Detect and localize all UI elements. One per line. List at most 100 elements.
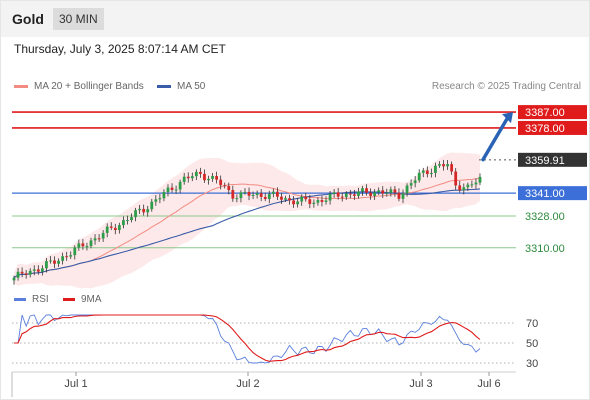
candle-body bbox=[361, 188, 364, 192]
candle-body bbox=[267, 193, 271, 200]
candle-body bbox=[28, 270, 32, 275]
candle-body bbox=[409, 183, 413, 186]
header-bar: Gold 30 MIN bbox=[1, 1, 589, 37]
candle-body bbox=[251, 194, 255, 196]
candle-body bbox=[316, 199, 320, 203]
candle-body bbox=[199, 171, 202, 174]
candle-body bbox=[150, 201, 154, 210]
price-label-bg-3359.91 bbox=[518, 152, 587, 167]
candle-body bbox=[186, 176, 190, 179]
candle-body bbox=[336, 192, 340, 197]
candle-body bbox=[81, 243, 85, 247]
candle-body bbox=[438, 164, 441, 166]
candle-body bbox=[284, 198, 287, 200]
candle-body bbox=[170, 187, 174, 190]
candle-body bbox=[24, 273, 28, 275]
price-label-3328.00: 3328.00 bbox=[525, 211, 565, 223]
candle-body bbox=[292, 200, 295, 205]
price-label-3359.91: 3359.91 bbox=[525, 155, 565, 167]
candle-body bbox=[203, 173, 206, 181]
candle-body bbox=[166, 187, 170, 192]
projection-arrow-head bbox=[502, 112, 513, 124]
candle-body bbox=[462, 187, 466, 191]
candle-body bbox=[474, 182, 478, 185]
candle-body bbox=[109, 226, 113, 228]
candle-body bbox=[344, 193, 348, 198]
candle-body bbox=[442, 164, 445, 167]
candle-body bbox=[97, 238, 101, 240]
candle-body bbox=[194, 171, 198, 177]
candle-body bbox=[211, 176, 214, 179]
price-label-3378.00: 3378.00 bbox=[525, 123, 565, 135]
legend-ma20: MA 20 + Bollinger Bands bbox=[14, 81, 144, 92]
candle-body bbox=[207, 178, 210, 181]
candle-body bbox=[288, 198, 291, 201]
candle-body bbox=[231, 190, 235, 199]
projection-arrow bbox=[481, 115, 510, 162]
candle-body bbox=[215, 176, 219, 180]
candle-body bbox=[40, 268, 44, 272]
timestamp: Thursday, July 3, 2025 8:07:14 AM CET bbox=[14, 42, 226, 56]
legend-rsi-ma: 9MA bbox=[63, 294, 102, 305]
price-label-3310.00: 3310.00 bbox=[525, 243, 565, 255]
ma50-swatch bbox=[157, 84, 171, 88]
candle-body bbox=[146, 209, 150, 213]
candle-body bbox=[65, 256, 69, 258]
candle-body bbox=[328, 193, 332, 201]
x-tick-label-Jul 3: Jul 3 bbox=[409, 378, 432, 390]
rsi-tick-label-50: 50 bbox=[526, 338, 538, 350]
candle-body bbox=[389, 189, 393, 193]
rsi-swatch bbox=[14, 297, 26, 301]
candle-body bbox=[324, 200, 328, 202]
candle-body bbox=[417, 172, 421, 181]
candle-body bbox=[239, 192, 243, 199]
candle-body bbox=[20, 271, 24, 274]
candle-body bbox=[130, 217, 133, 221]
rsi-ma-line bbox=[14, 314, 481, 362]
candle-body bbox=[69, 255, 73, 257]
candle-body bbox=[357, 191, 360, 196]
candle-body bbox=[85, 246, 89, 248]
candle-body bbox=[271, 191, 275, 194]
candle-body bbox=[434, 165, 437, 173]
candle-body bbox=[174, 189, 178, 191]
candle-body bbox=[263, 196, 267, 200]
candle-body bbox=[255, 193, 259, 195]
candle-body bbox=[405, 185, 409, 194]
candle-body bbox=[413, 180, 417, 184]
candle-body bbox=[429, 172, 433, 174]
candle-body bbox=[340, 196, 344, 198]
candle-body bbox=[348, 193, 352, 195]
candle-body bbox=[377, 190, 381, 193]
candle-body bbox=[466, 184, 470, 188]
candle-body bbox=[478, 176, 482, 183]
candle-body bbox=[365, 188, 368, 193]
rsi-legend-label: RSI bbox=[32, 294, 49, 305]
timeframe-badge[interactable]: 30 MIN bbox=[53, 8, 104, 30]
candle-body bbox=[117, 225, 121, 231]
candle-body bbox=[134, 210, 137, 218]
candle-body bbox=[57, 260, 60, 264]
candle-body bbox=[182, 176, 186, 182]
candle-body bbox=[385, 192, 389, 194]
candle-body bbox=[352, 194, 356, 196]
candle-body bbox=[113, 227, 117, 231]
ma20-swatch bbox=[14, 84, 28, 88]
candle-body bbox=[300, 196, 304, 202]
rsi-line bbox=[14, 314, 481, 364]
candle-body bbox=[154, 199, 158, 202]
candle-body bbox=[393, 189, 397, 193]
ma50-legend-label: MA 50 bbox=[177, 81, 206, 92]
candle-body bbox=[369, 192, 372, 196]
candle-body bbox=[454, 171, 458, 186]
candle-body bbox=[227, 186, 231, 191]
symbol-title: Gold bbox=[12, 11, 44, 27]
candle-body bbox=[105, 226, 109, 233]
legend-rsi: RSI bbox=[14, 294, 49, 305]
candle-body bbox=[450, 164, 454, 172]
price-label-3387.00: 3387.00 bbox=[525, 107, 565, 119]
rsi-ma-swatch bbox=[63, 297, 75, 301]
candle-body bbox=[247, 191, 251, 196]
candle-body bbox=[178, 181, 182, 190]
